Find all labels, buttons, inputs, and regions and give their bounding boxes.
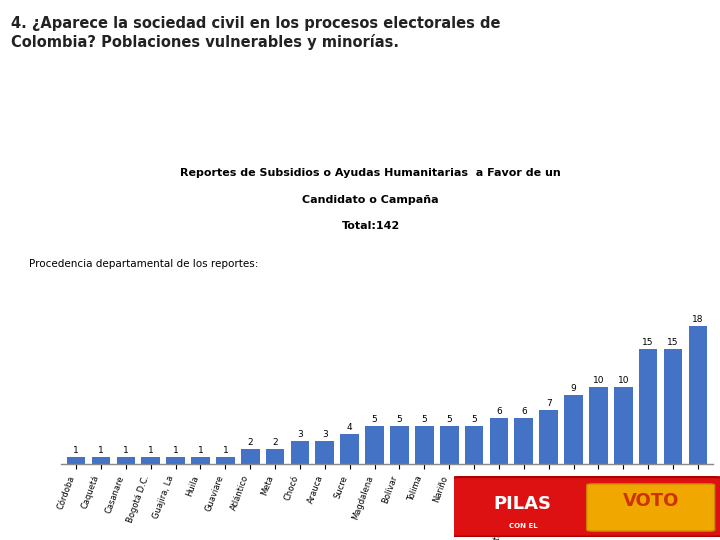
Text: 2: 2	[272, 438, 278, 447]
FancyBboxPatch shape	[449, 477, 720, 537]
Text: 1: 1	[73, 446, 79, 455]
Text: 10: 10	[618, 376, 629, 386]
Bar	[291, 441, 310, 464]
Text: 6: 6	[521, 407, 526, 416]
Bar	[390, 426, 409, 464]
Bar	[166, 457, 185, 464]
Text: 15: 15	[667, 338, 679, 347]
Bar	[515, 418, 533, 464]
Text: Reportes de Subsidios o Ayudas Humanitarias  a Favor de un: Reportes de Subsidios o Ayudas Humanitar…	[181, 168, 561, 178]
Bar	[539, 410, 558, 464]
Text: 7: 7	[546, 400, 552, 408]
Bar	[266, 449, 284, 464]
Text: 2: 2	[248, 438, 253, 447]
Text: 10: 10	[593, 376, 604, 386]
Bar	[191, 457, 210, 464]
Text: 5: 5	[372, 415, 377, 424]
Text: 1: 1	[222, 446, 228, 455]
Bar	[464, 426, 483, 464]
Bar	[67, 457, 86, 464]
Text: 1: 1	[173, 446, 179, 455]
Text: Procedencia departamental de los reportes:: Procedencia departamental de los reporte…	[29, 259, 258, 269]
Bar	[639, 349, 657, 464]
Text: 4. ¿Aparece la sociedad civil en los procesos electorales de
Colombia? Poblacion: 4. ¿Aparece la sociedad civil en los pro…	[11, 16, 500, 50]
Bar	[415, 426, 433, 464]
Bar	[440, 426, 459, 464]
Bar	[490, 418, 508, 464]
Text: 5: 5	[397, 415, 402, 424]
Bar	[216, 457, 235, 464]
Text: VOTO: VOTO	[623, 492, 679, 510]
Text: PILAS: PILAS	[494, 495, 552, 513]
Text: 5: 5	[471, 415, 477, 424]
Text: 1: 1	[123, 446, 129, 455]
Bar	[564, 395, 583, 464]
Text: CON EL: CON EL	[508, 523, 537, 529]
Text: 1: 1	[197, 446, 203, 455]
Bar	[664, 349, 683, 464]
Text: 5: 5	[421, 415, 427, 424]
Text: 6: 6	[496, 407, 502, 416]
Bar	[341, 434, 359, 464]
Text: Candidato o Campaña: Candidato o Campaña	[302, 195, 439, 205]
Text: Total:142: Total:142	[342, 221, 400, 231]
Bar	[117, 457, 135, 464]
Bar	[688, 326, 707, 464]
Text: 1: 1	[148, 446, 153, 455]
Text: 15: 15	[642, 338, 654, 347]
Text: 1: 1	[98, 446, 104, 455]
Text: 18: 18	[692, 315, 703, 323]
Bar	[91, 457, 110, 464]
Text: 3: 3	[322, 430, 328, 440]
Text: 5: 5	[446, 415, 452, 424]
Bar	[241, 449, 259, 464]
Bar	[141, 457, 160, 464]
FancyBboxPatch shape	[587, 484, 715, 531]
Bar	[589, 387, 608, 464]
Bar	[365, 426, 384, 464]
Bar	[614, 387, 633, 464]
Text: 9: 9	[571, 384, 577, 393]
Text: Subsidios estatales y ayudas humanitarias a favor de
campañas políticas.: Subsidios estatales y ayudas humanitaria…	[10, 97, 382, 131]
Text: 4: 4	[347, 423, 353, 431]
Bar	[315, 441, 334, 464]
Text: 3: 3	[297, 430, 303, 440]
